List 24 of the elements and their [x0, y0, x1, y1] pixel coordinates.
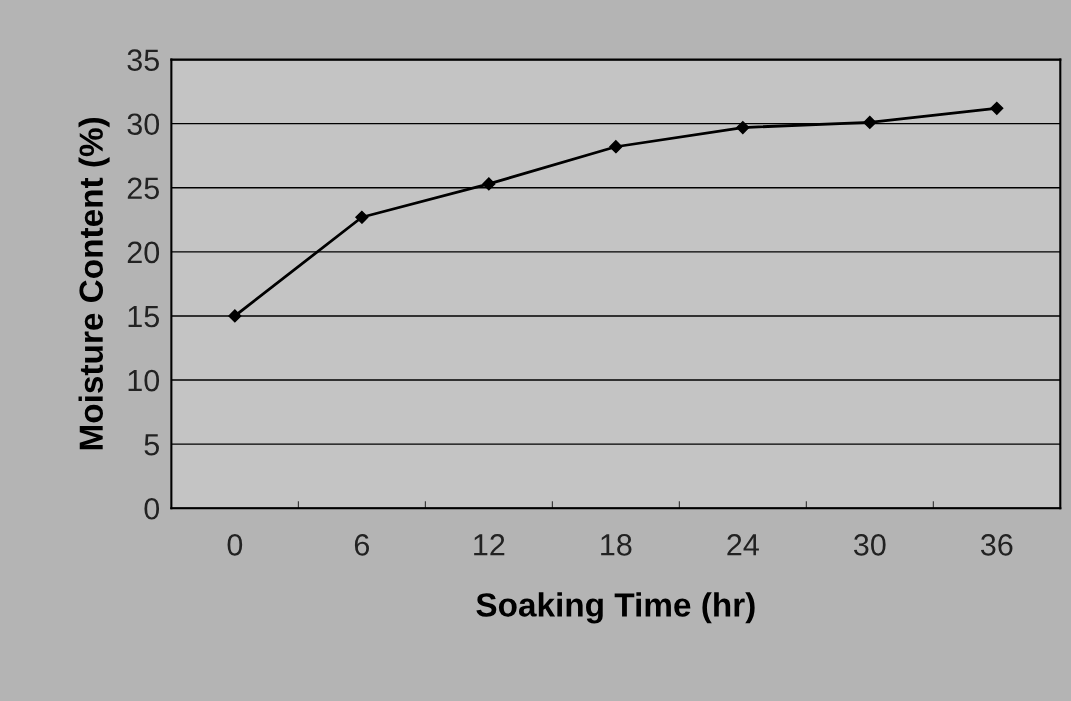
x-tick-label: 0 — [227, 534, 243, 556]
point — [990, 101, 1004, 115]
y-tick-label: 5 — [144, 434, 159, 456]
y-tick-label: 35 — [127, 49, 159, 71]
x-tick-label: 24 — [727, 534, 759, 556]
point — [482, 177, 496, 191]
point — [355, 210, 369, 224]
y-tick-label: 20 — [127, 241, 160, 264]
point — [863, 115, 877, 129]
point — [609, 140, 623, 154]
x-tick-label: 18 — [601, 534, 632, 556]
y-tick-label: 0 — [144, 497, 160, 520]
y-tick-label: 30 — [127, 113, 160, 136]
y-tick-label: 15 — [128, 306, 159, 328]
point — [228, 309, 242, 323]
x-tick-label: 6 — [354, 534, 369, 556]
y-tick-label: 10 — [128, 369, 160, 392]
x-tick-label: 30 — [853, 534, 886, 556]
x-axis-title: Soaking Time (hr) — [476, 592, 755, 624]
x-tick-label: 36 — [980, 534, 1013, 556]
x-tick-label: 12 — [474, 534, 505, 556]
point — [736, 120, 750, 135]
y-axis-title: Moisture Content (%) — [78, 117, 110, 450]
y-tick-label: 25 — [127, 177, 159, 200]
